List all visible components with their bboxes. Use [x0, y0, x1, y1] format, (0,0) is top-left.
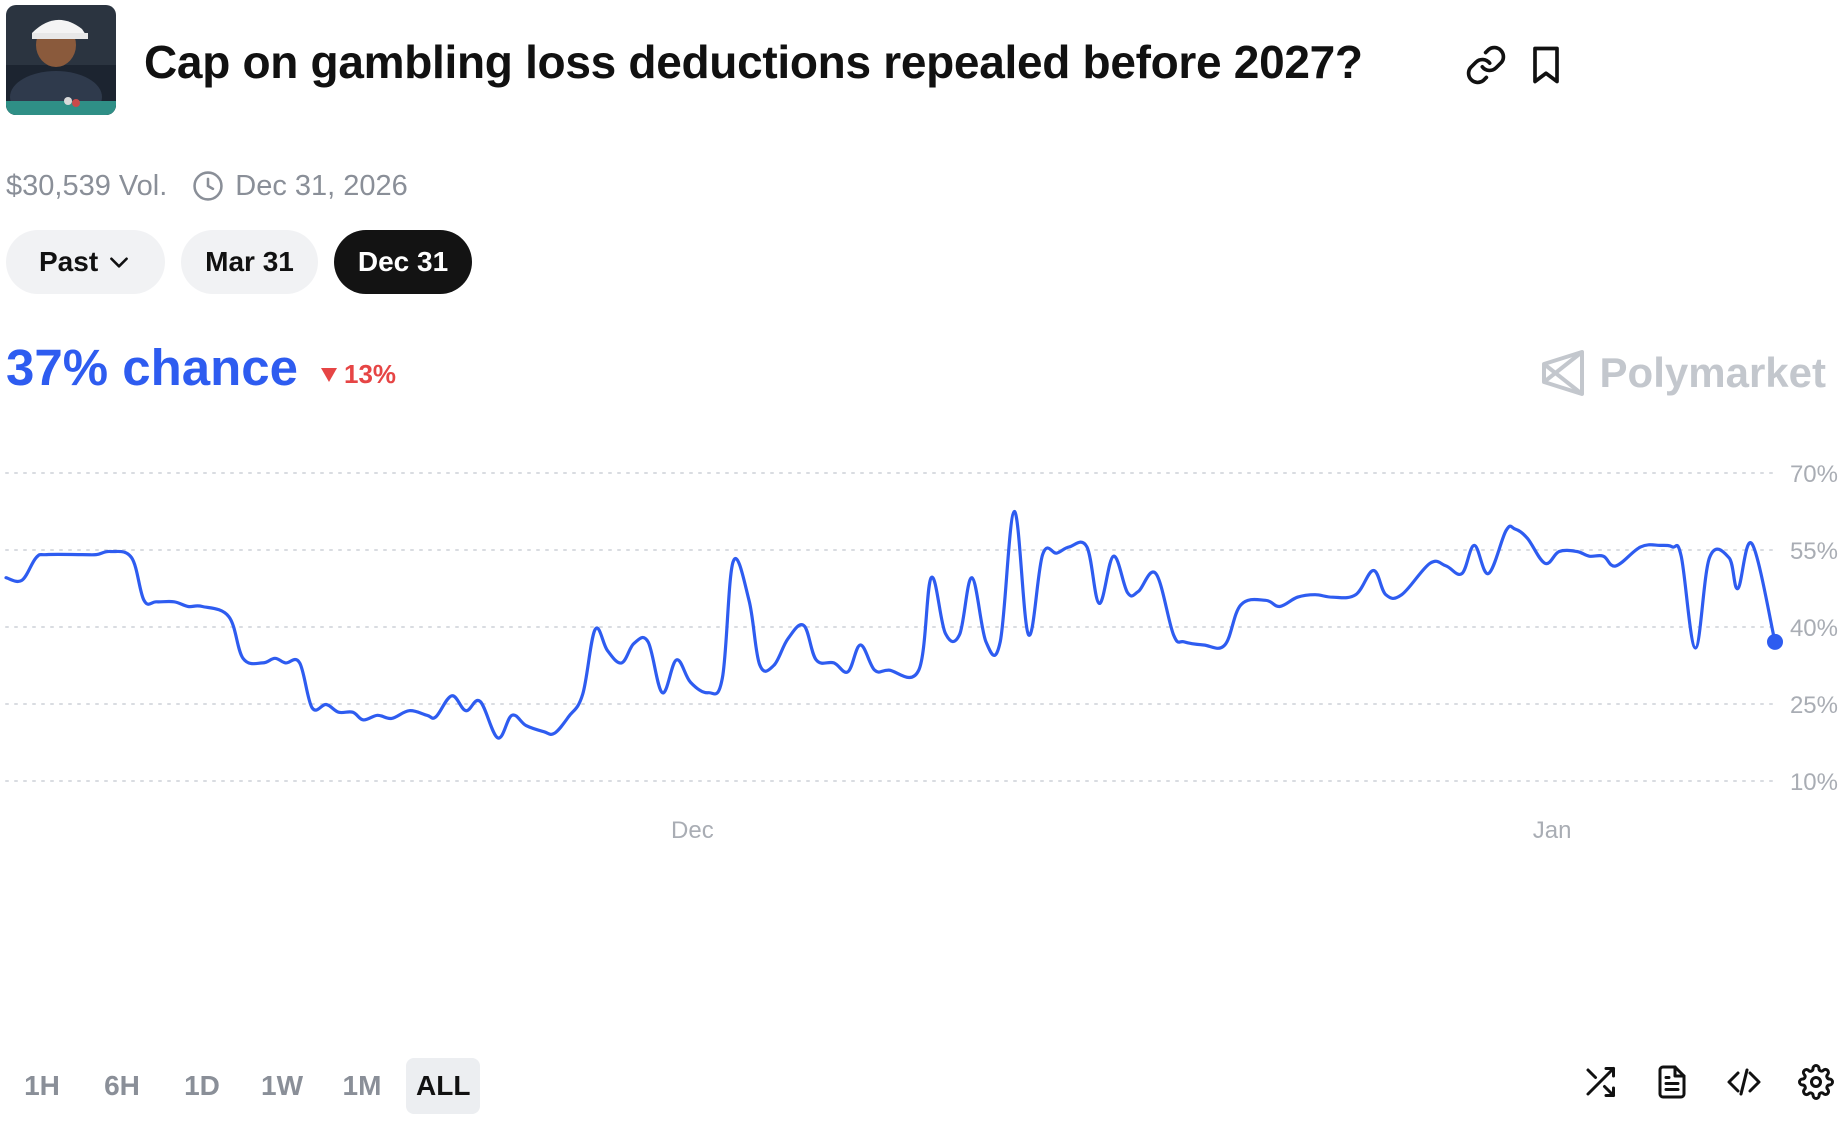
range-1w[interactable]: 1W [261, 1070, 303, 1101]
triangle-down-icon [321, 367, 337, 382]
brand-watermark: Polymarket [1540, 348, 1826, 398]
price-chart[interactable]: 10% 25% 40% 55% 70% Dec Jan [0, 440, 1844, 840]
code-icon[interactable] [1726, 1064, 1762, 1100]
date-pill-mar-31[interactable]: Mar 31 [181, 230, 318, 294]
date-pill-label: Dec 31 [357, 246, 449, 277]
clock-icon [193, 171, 223, 201]
y-tick-label: 55% [1790, 538, 1838, 565]
settings-icon[interactable] [1798, 1064, 1834, 1100]
chance-change-value: 13% [344, 359, 397, 389]
range-1m[interactable]: 1M [342, 1070, 382, 1101]
page-title: Cap on gambling loss deductions repealed… [144, 36, 1363, 88]
y-tick-label: 70% [1790, 461, 1838, 488]
chevron-down-icon [110, 257, 129, 268]
chance-change: 13% [320, 359, 396, 390]
y-tick-label: 25% [1790, 692, 1838, 719]
chance-value: 37% chance [6, 339, 299, 396]
date-pill-dec-31[interactable]: Dec 31 [333, 230, 473, 294]
market-meta: $30,539 Vol. Dec 31, 2026 [6, 166, 408, 206]
document-icon[interactable] [1654, 1064, 1690, 1100]
y-tick-label: 40% [1790, 615, 1838, 642]
last-point-marker [1767, 633, 1783, 650]
end-date-text: Dec 31, 2026 [235, 169, 408, 202]
x-tick-label: Dec [671, 817, 714, 840]
time-range-tabs: 1H 6H 1D 1W 1M ALL [6, 1058, 488, 1114]
bookmark-icon[interactable] [1524, 43, 1568, 87]
link-icon[interactable] [1464, 43, 1508, 87]
date-selector: Past Mar 31 Dec 31 [6, 230, 473, 294]
date-pill-label: Mar 31 [205, 246, 294, 277]
range-6h[interactable]: 6H [104, 1070, 140, 1101]
series-line [4, 509, 1777, 740]
market-header: Cap on gambling loss deductions repealed… [6, 5, 1840, 115]
range-1d[interactable]: 1D [184, 1070, 220, 1101]
brand-name: Polymarket [1599, 349, 1826, 396]
date-pill-past[interactable]: Past [6, 230, 166, 294]
volume-text: $30,539 Vol. [6, 169, 168, 202]
range-all[interactable]: ALL [406, 1058, 481, 1114]
polymarket-logo-icon [1541, 350, 1584, 396]
market-photo-image [6, 5, 116, 115]
x-tick-label: Jan [1533, 817, 1572, 840]
chart-tools [1582, 1064, 1834, 1100]
range-1h[interactable]: 1H [24, 1070, 60, 1101]
y-tick-label: 10% [1790, 769, 1838, 796]
date-pill-label: Past [39, 246, 99, 277]
shuffle-icon[interactable] [1582, 1064, 1618, 1100]
market-photo [6, 5, 116, 115]
